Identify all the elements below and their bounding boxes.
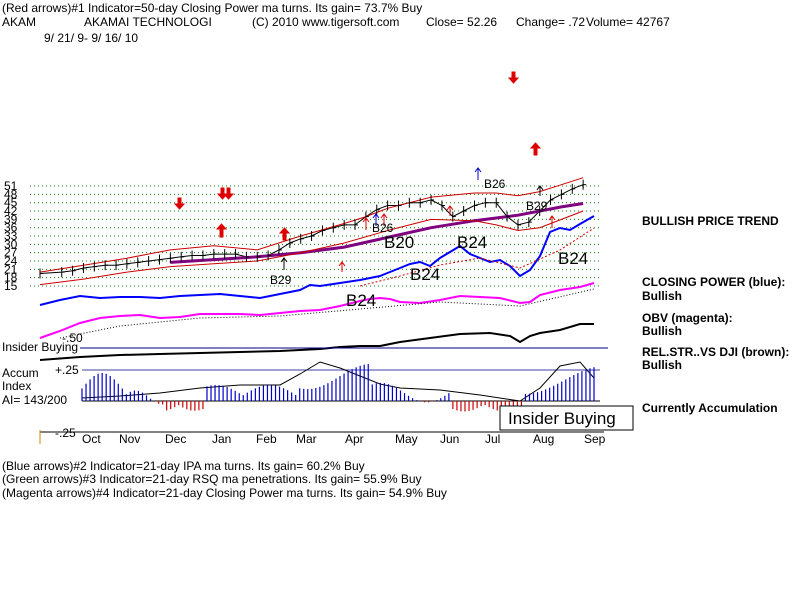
date-range: 9/ 21/ 9- 9/ 16/ 10 [44,31,138,45]
obv-line [39,282,595,339]
insider-buying-box-frame [499,405,634,431]
y-tick-label: 30 [4,237,18,251]
y-tick-label: 21 [4,262,18,276]
indicator-lines [39,215,608,361]
obv-value: Bullish [642,324,682,338]
annotation-b24: B24 [457,233,487,252]
annotation-b29: B29 [270,273,292,287]
obv-label: OBV (magenta): [642,311,733,325]
x-month-label: Nov [119,432,140,446]
red-thin-arrow [380,213,388,226]
annotation-b24: B24 [558,249,588,268]
annotation-b20: B20 [384,233,414,252]
ai-label: AI= 143/200 [2,393,67,407]
minus-25-label: -.25 [55,426,76,440]
red-arrow [222,187,235,200]
accum-ma-line [81,361,595,402]
blue-thin-arrow [372,213,380,226]
insider-buying-box: Insider Buying [499,405,634,431]
black-thin-arrow [280,257,288,270]
x-month-label: Dec [165,432,186,446]
indicator-labels: -.50 Insider Buying Accum +.25 Index AI=… [2,331,83,444]
rel-strength-line [39,323,594,361]
x-month-label: Jun [440,432,459,446]
red-arrow [529,142,542,156]
company-name: AKAMAI TECHNOLOGI [84,15,212,29]
black-thin-arrow [536,185,544,196]
insider-buying-box-text: Insider Buying [508,409,616,428]
accum-label: Accum [2,366,39,380]
lower-band-line [39,210,584,286]
y-tick-label: 51 [4,179,18,193]
y-tick-label: 36 [4,221,18,235]
footer-line1: (Blue arrows)#2 Indicator=21-day IPA ma … [2,459,365,473]
right-status-panel: BULLISH PRICE TREND CLOSING POWER (blue)… [642,214,789,415]
rel-strength-label: REL.STR..VS DJI (brown): [642,345,789,359]
annotation-b26: B26 [372,221,394,235]
plus-25-label: +.25 [55,363,79,377]
red-thin-arrow [362,217,370,230]
x-month-label: May [395,432,418,446]
x-month-label: Jan [212,432,231,446]
trend-status: BULLISH PRICE TREND [642,214,779,228]
signal-arrows [173,71,556,272]
y-tick-label: 39 [4,212,18,226]
annotation-b26: B26 [484,177,506,191]
x-month-label: Feb [256,432,277,446]
closing-power-value: Bullish [642,289,682,303]
y-tick-label: 27 [4,246,18,260]
price-series [39,177,587,286]
accumulation-index-panel [81,361,600,412]
annotation-b24: B24 [410,265,440,284]
blue-thin-arrow [474,167,482,180]
y-tick-label: 42 [4,204,18,218]
insider-buying-label: Insider Buying [2,340,78,354]
closing-power-label: CLOSING POWER (blue): [642,275,785,289]
red-arrow [215,223,228,238]
x-axis-labels: Oct Nov Dec Jan Feb Mar Apr May Jun Jul Aug Sep [82,432,606,446]
x-month-label: Jul [485,432,500,446]
y-tick-label: 24 [4,254,18,268]
footer-line2: (Green arrows)#3 Indicator=21-day RSQ ma… [2,472,422,486]
closing-power-line [39,215,595,306]
red-arrow [173,197,186,210]
red-thin-arrow [446,205,454,216]
price-grid [30,185,600,287]
y-tick-label: 48 [4,187,18,201]
closing-power-ma [359,227,595,287]
header-line1: (Red arrows)#1 Indicator=50-day Closing … [2,1,422,15]
upper-band-line [39,177,584,273]
moving-average-line [170,202,584,264]
x-month-label: Sep [584,432,606,446]
obv-ma [59,288,595,339]
annotation-b29: B29 [526,199,548,213]
annotation-b24: B24 [346,291,376,310]
signal-annotations: B29 B24 B20 B24 B24 B26 B26 B29 B24 [270,177,588,310]
y-tick-label: 18 [4,271,18,285]
y-tick-label: 45 [4,196,18,210]
y-tick-label: 33 [4,229,18,243]
accumulation-status: Currently Accumulation [642,401,778,415]
red-arrow [278,227,291,241]
ticker: AKAM [2,15,36,29]
x-month-label: Aug [533,432,554,446]
minus-50-label: -.50 [62,331,83,345]
red-thin-arrow [548,215,556,228]
index-label: Index [2,379,31,393]
close-value: Close= 52.26 [426,15,497,29]
y-tick-label: 15 [4,279,18,293]
red-thin-arrow [338,261,346,272]
volume-value: Volume= 42767 [586,15,670,29]
x-month-label: Apr [345,432,364,446]
change-value: Change= .72 [516,15,585,29]
red-arrow [507,71,520,84]
copyright: (C) 2010 www.tigersoft.com [252,15,399,29]
x-month-label: Oct [82,432,101,446]
rel-strength-value: Bullish [642,358,682,372]
x-month-label: Mar [296,432,317,446]
footer-line3: (Magenta arrows)#4 Indicator=21-day Clos… [2,486,447,500]
